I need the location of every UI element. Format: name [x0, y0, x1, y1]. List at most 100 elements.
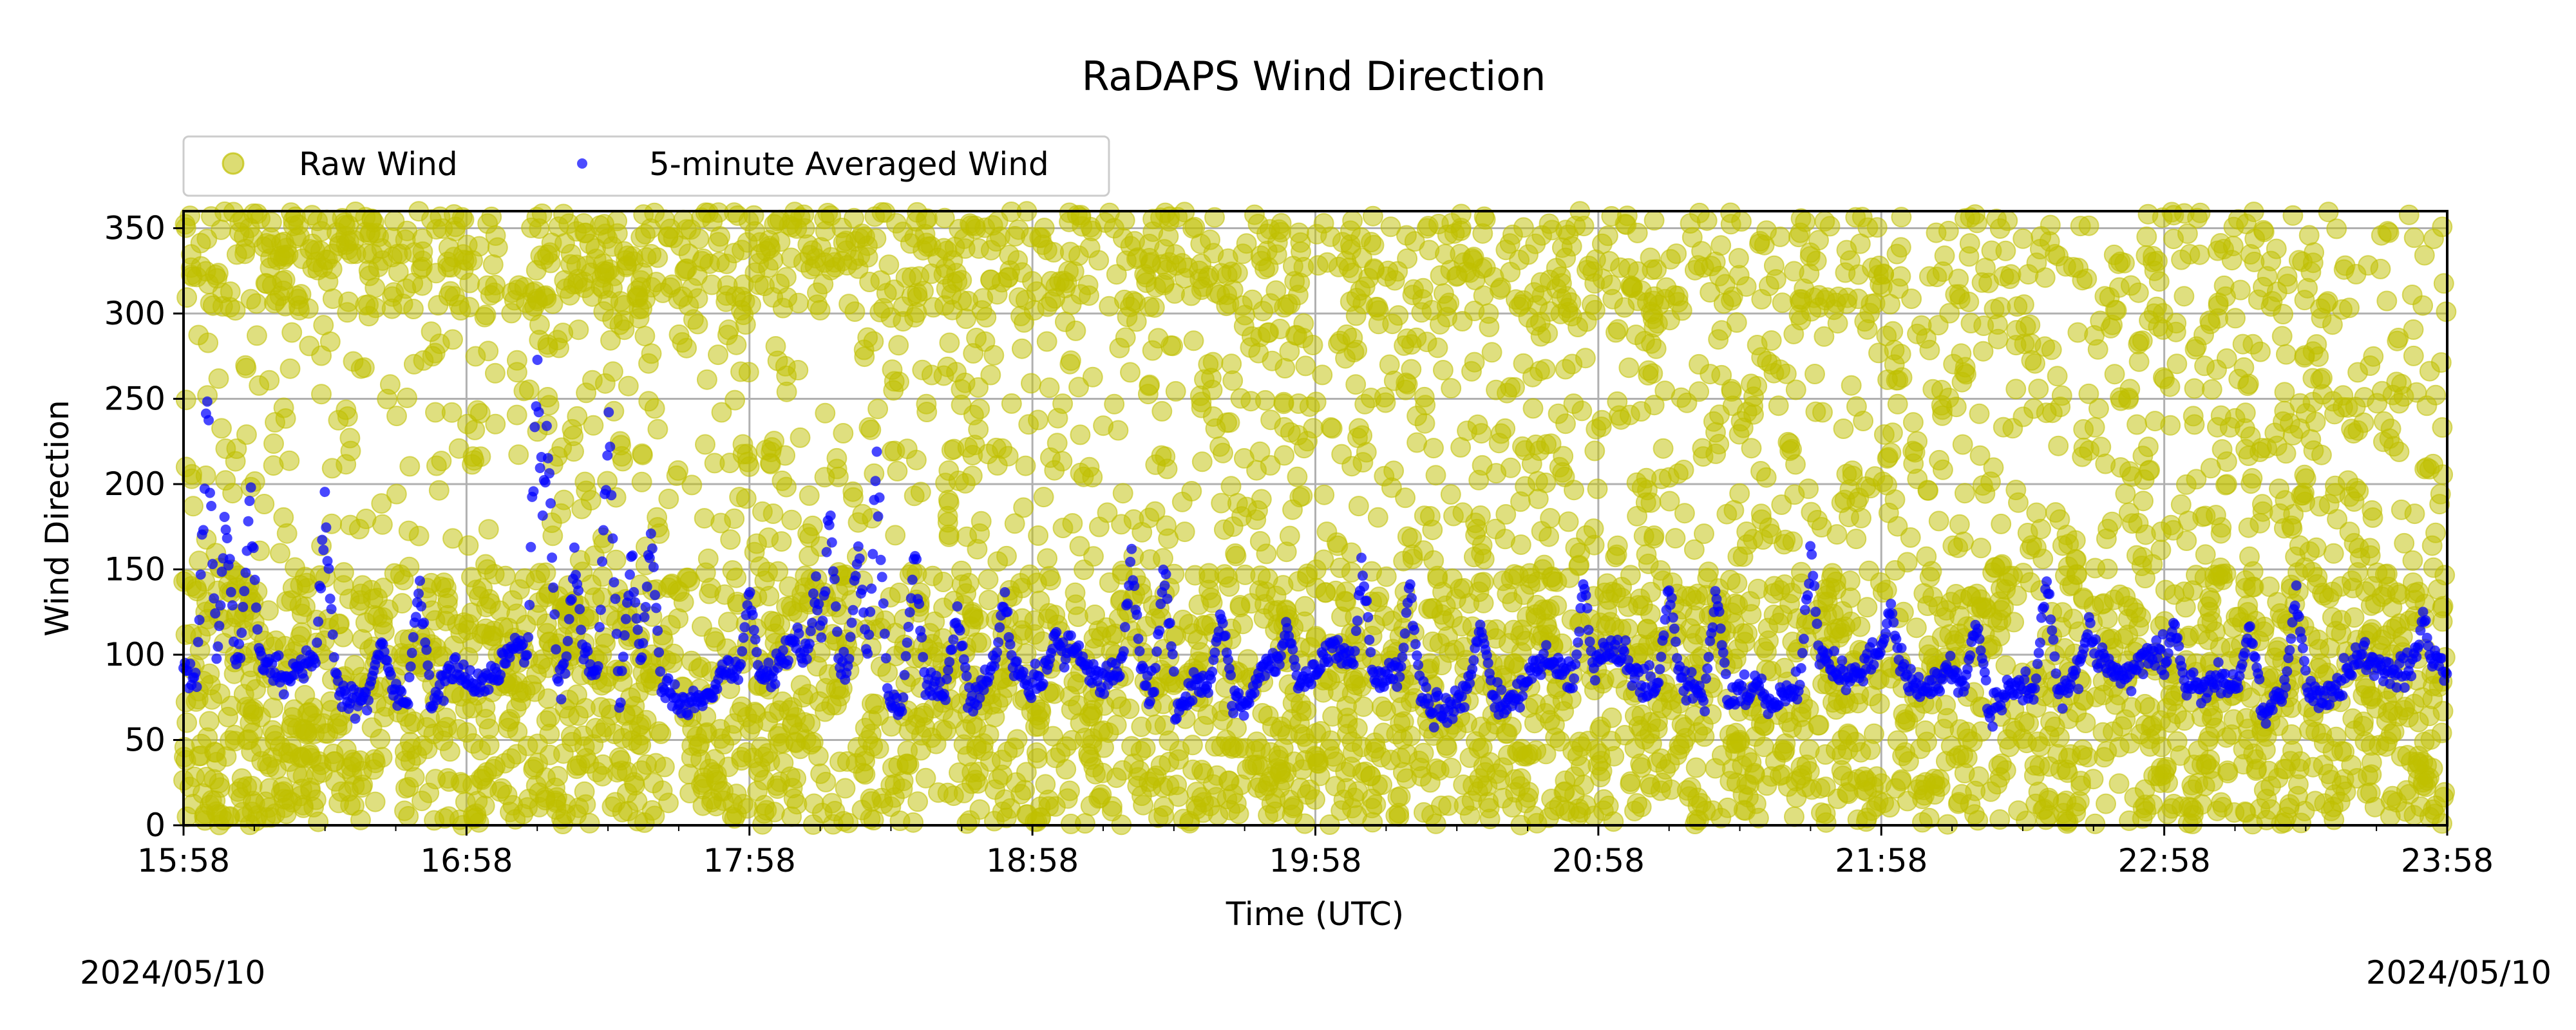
raw-wind-point: [1584, 440, 1605, 462]
raw-wind-point: [1811, 802, 1832, 823]
raw-wind-point: [553, 203, 574, 225]
raw-wind-point: [1737, 623, 1758, 644]
raw-wind-point: [508, 444, 529, 465]
raw-wind-point: [1900, 527, 1921, 548]
raw-wind-point: [1202, 379, 1223, 400]
raw-wind-point: [262, 720, 283, 741]
raw-wind-point: [1315, 582, 1336, 603]
raw-wind-point: [1074, 813, 1095, 834]
raw-wind-point: [1685, 757, 1707, 778]
raw-wind-point: [1725, 648, 1747, 670]
raw-wind-point: [2145, 411, 2166, 432]
raw-wind-point: [274, 797, 296, 818]
raw-wind-point: [1510, 776, 1531, 797]
raw-wind-point: [266, 290, 287, 311]
raw-wind-point: [1781, 583, 1802, 604]
raw-wind-point: [1840, 587, 1861, 608]
raw-wind-point: [1015, 455, 1036, 476]
raw-wind-point: [1499, 233, 1520, 254]
raw-wind-point: [1975, 483, 1996, 504]
raw-wind-point: [595, 633, 616, 654]
raw-wind-point: [1450, 436, 1472, 458]
raw-wind-point: [1993, 417, 2014, 438]
raw-wind-point: [2083, 769, 2104, 790]
raw-wind-point: [1536, 434, 1557, 455]
raw-wind-point: [1711, 320, 1732, 341]
raw-wind-point: [439, 741, 460, 762]
raw-wind-point: [398, 520, 419, 541]
raw-wind-point: [477, 213, 498, 234]
raw-wind-point: [1029, 227, 1050, 248]
raw-wind-point: [681, 474, 703, 496]
raw-wind-point: [566, 254, 587, 276]
raw-wind-point: [711, 402, 732, 423]
raw-wind-point: [1256, 543, 1277, 565]
raw-wind-point: [235, 238, 256, 259]
raw-wind-point: [333, 562, 354, 583]
raw-wind-point: [1765, 269, 1786, 290]
raw-wind-point: [1833, 418, 1854, 439]
raw-wind-point: [1425, 465, 1446, 486]
raw-wind-point: [938, 460, 960, 481]
raw-wind-point: [1425, 813, 1446, 834]
raw-wind-point: [422, 346, 443, 367]
raw-wind-point: [729, 702, 750, 723]
raw-wind-point: [773, 733, 794, 754]
raw-wind-point: [539, 724, 560, 745]
raw-wind-point: [199, 663, 220, 684]
raw-wind-point: [1015, 290, 1036, 310]
raw-wind-point: [1033, 487, 1054, 508]
raw-wind-point: [1061, 294, 1082, 315]
raw-wind-point: [1798, 478, 1819, 500]
raw-wind-point: [1665, 528, 1686, 549]
raw-wind-point: [303, 796, 325, 818]
raw-wind-point: [769, 273, 790, 294]
raw-wind-point: [652, 282, 674, 303]
raw-wind-point: [1397, 526, 1418, 547]
raw-wind-point: [1342, 327, 1363, 348]
raw-wind-point: [1660, 248, 1681, 270]
raw-wind-point: [2166, 353, 2188, 375]
raw-wind-point: [799, 485, 820, 506]
raw-wind-point: [1165, 380, 1186, 402]
raw-wind-point: [1423, 438, 1444, 459]
raw-wind-point: [633, 204, 654, 225]
raw-wind-point: [746, 533, 767, 554]
raw-wind-point: [1367, 507, 1388, 528]
raw-wind-point: [1353, 696, 1374, 717]
raw-wind-point: [2063, 257, 2084, 278]
raw-wind-point: [2139, 728, 2161, 749]
raw-wind-point: [2047, 366, 2068, 387]
raw-wind-point: [2416, 395, 2438, 417]
raw-wind-point: [568, 705, 589, 726]
raw-wind-point: [1909, 738, 1931, 760]
raw-wind-point: [978, 724, 999, 745]
raw-wind-point: [1890, 266, 1911, 287]
raw-wind-point: [1956, 747, 1978, 769]
raw-wind-point: [1235, 304, 1256, 326]
raw-wind-point: [1098, 722, 1119, 744]
raw-wind-point: [2005, 335, 2027, 356]
raw-wind-point: [1625, 324, 1647, 346]
raw-wind-point: [412, 241, 433, 262]
raw-wind-point: [2126, 414, 2148, 435]
raw-wind-point: [1172, 610, 1193, 630]
raw-wind-point: [681, 747, 702, 768]
raw-wind-point: [1079, 237, 1101, 258]
raw-wind-point: [1841, 375, 1862, 396]
raw-wind-point: [607, 762, 628, 783]
raw-wind-point: [1757, 617, 1779, 639]
raw-wind-point: [1530, 272, 1551, 293]
raw-wind-point: [338, 291, 359, 312]
raw-wind-point: [1971, 538, 1992, 559]
raw-wind-point: [321, 458, 343, 479]
raw-wind-point: [1440, 484, 1461, 505]
raw-wind-point: [1958, 246, 1980, 267]
raw-wind-point: [939, 332, 960, 353]
raw-wind-point: [1891, 769, 1912, 790]
raw-wind-point: [971, 510, 992, 532]
raw-wind-point: [969, 398, 990, 420]
raw-wind-point: [1607, 535, 1628, 556]
raw-wind-point: [729, 487, 750, 508]
raw-wind-point: [860, 419, 882, 440]
